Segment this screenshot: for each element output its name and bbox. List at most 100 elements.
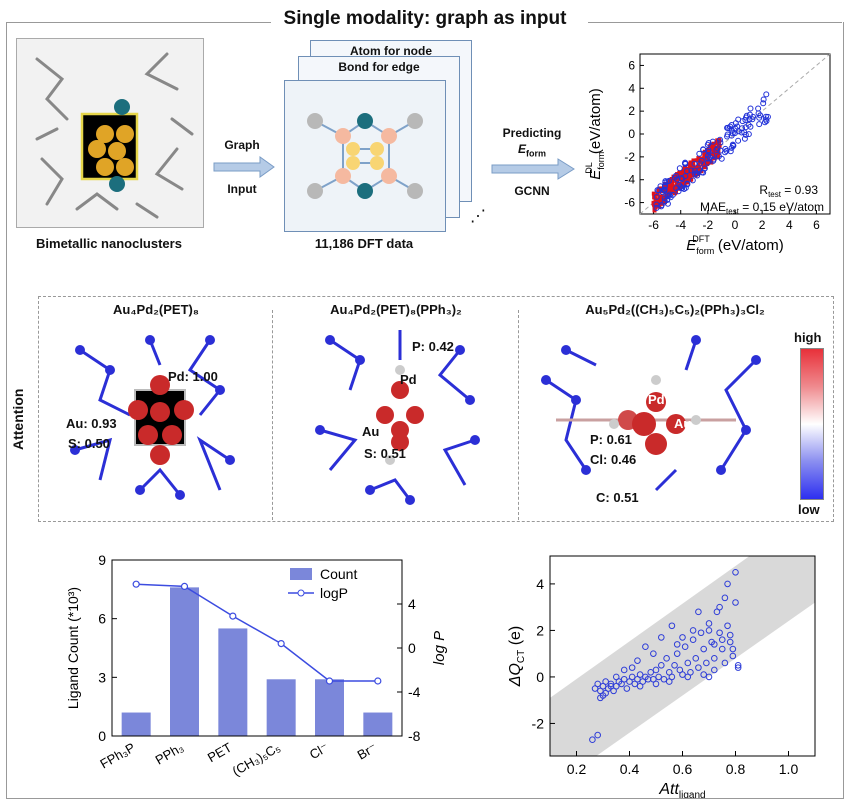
dl-point-blue [661,186,668,193]
x-tick-label: 2 [759,218,766,232]
logp-point [180,582,189,591]
mol2-structure [315,330,480,505]
dl-point-red [672,175,677,180]
dl-point-red [694,158,699,163]
dl-point-blue [730,143,737,150]
charge-point [607,680,615,688]
mae-annotation: MAEtest = 0.15 eV/atom [700,200,824,216]
dl-point-blue [662,178,669,185]
logp-point [277,639,285,648]
parity-scatter-plot: -6 -6 -4 -4 -2 -2 0 0 2 2 4 4 6 6 Rtest = 0.93MAEtest … [584,53,831,256]
dl-point-blue [724,125,731,132]
dl-point-blue [760,100,767,107]
dl-point-blue [715,153,722,160]
dl-point-blue [743,114,750,121]
y-tick-label: -6 [624,196,635,210]
category-label: Br⁻ [355,740,380,763]
dl-point-blue [735,137,742,144]
mol1-structure [70,335,235,500]
x-tick-label: -6 [648,218,659,232]
graph-card-front [284,80,446,232]
x-tick-label: 0.6 [673,761,693,777]
nanocluster-caption: Bimetallic nanoclusters [36,236,182,251]
dl-point-blue [688,167,695,174]
dl-point-blue [716,136,723,143]
charge-point [623,685,631,692]
y-axis-label: Ligand Count (*10³) [65,587,81,709]
dl-point-red [677,182,682,187]
legend-logp-marker [297,589,305,597]
arrow1 [213,156,275,178]
dl-point-red [651,201,656,206]
parity-line [639,53,831,215]
attention-label: Attention [10,388,26,450]
y-tick-label: 6 [98,611,106,627]
charge-point [681,643,689,650]
mol2-label-p: P: 0.42 [412,339,454,354]
charge-point [729,652,737,660]
charge-point [705,620,713,627]
charge-point [673,641,681,648]
mol3-label-p: P: 0.61 [590,432,632,447]
dl-point-blue [665,177,672,184]
y-tick-label: 9 [98,552,106,568]
dl-point-blue [657,183,664,190]
dl-point-red [651,191,656,196]
x-tick-label: 0.8 [726,761,746,777]
y-tick-label: 0 [98,728,106,744]
mol1-title: Au₄Pd₂(PET)₈ [113,302,199,317]
charge-point [655,673,662,681]
dl-point-blue [653,193,660,200]
dl-point-red [706,151,711,156]
charge-point [679,634,686,641]
category-label: Cl⁻ [307,740,331,763]
mol2-label-s: S: 0.51 [364,446,406,461]
charge-point [650,650,657,657]
dl-point-blue [682,159,689,166]
mol3-label-cl: Cl: 0.46 [590,452,637,467]
charge-point [711,641,718,648]
mol2-label-pd: Pd [400,372,417,387]
charge-point [589,736,596,744]
charge-point [684,659,692,667]
charge-point [716,629,723,637]
dl-point-blue [722,145,729,152]
charge-point [697,629,705,637]
charge-point [724,622,731,630]
mol-divider-1 [272,310,273,520]
dl-point-blue [704,159,711,166]
charge-point [705,627,713,634]
logp-point [132,580,140,588]
y-tick-label: -2 [624,150,635,164]
charge-point [692,655,700,662]
attention-panel [38,296,834,522]
y-tick-label: -4 [624,173,635,187]
dl-point-blue [691,160,698,167]
dl-point-red [716,143,721,148]
frame-top-right [588,22,842,23]
arrow2-mid-label: Eform [490,142,574,158]
logp-point [325,677,334,685]
x-tick-label: 4 [786,218,793,232]
charge-point [734,662,742,669]
dl-point-red [678,177,683,182]
mol1-label-pd: Pd: 1.00 [168,369,218,384]
charge-point [647,668,654,676]
dl-point-red [689,162,694,167]
dl-point-blue [698,157,705,164]
dl-point-blue [653,201,660,208]
dl-point-red [672,185,677,190]
dl-point-red [689,172,694,177]
charge-point [636,671,644,678]
dl-point-blue [678,174,685,181]
dl-point-blue [745,131,752,138]
y2-tick-label: -8 [408,728,421,744]
colorbar-high-label: high [794,330,822,345]
charge-point [599,692,607,699]
count-bar [121,712,151,736]
charge-point [663,655,670,662]
dl-point-red [714,141,719,146]
dl-point-blue [696,150,703,157]
y-tick-label: -2 [532,715,545,731]
charge-point [716,603,723,611]
